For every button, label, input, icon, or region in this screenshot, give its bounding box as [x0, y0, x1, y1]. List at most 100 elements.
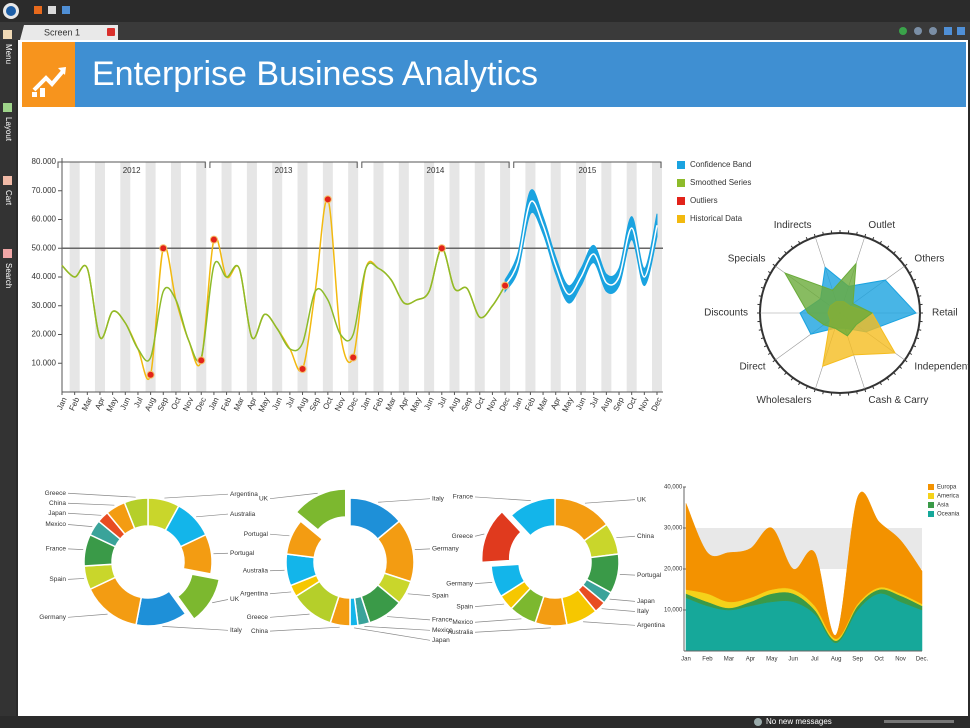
toolbar-icon[interactable] [34, 6, 42, 14]
slice-label: Spain [456, 603, 473, 610]
tab-close[interactable] [107, 28, 115, 36]
leader-line [474, 582, 493, 584]
tab[interactable] [20, 25, 118, 40]
legend-label: Smoothed Series [690, 178, 751, 187]
radar-minor-tick [886, 245, 890, 249]
leader-line [164, 493, 229, 499]
month-stripe [94, 162, 105, 392]
slice-label: Japan [48, 510, 66, 517]
leader-line [269, 492, 318, 500]
leader-line [354, 627, 431, 641]
month-stripe [525, 162, 536, 392]
sidebar-label[interactable]: Layout [4, 117, 13, 142]
header-title: Enterprise Business Analytics [92, 55, 538, 93]
radar-minor-tick [777, 366, 781, 369]
slice-label: Italy [637, 608, 650, 615]
outlier-point [323, 195, 332, 204]
slice-label: Germany [432, 546, 459, 553]
leader-line [67, 492, 136, 498]
month-stripe [652, 162, 662, 392]
slice-label: Greece [452, 533, 474, 540]
x-tick-label: Oct [874, 657, 884, 663]
toolbar-icon[interactable] [929, 27, 937, 35]
leader-line [269, 613, 310, 618]
leader-line [212, 599, 229, 604]
sidebar-icon[interactable] [3, 249, 12, 258]
legend-label: America [937, 494, 960, 500]
header-icon-bar [40, 88, 45, 97]
toolbar-icon[interactable] [62, 6, 70, 14]
legend-swatch [677, 161, 685, 169]
zoom-slider[interactable] [884, 720, 954, 723]
month-stripe [550, 162, 561, 392]
leader-line [474, 533, 485, 537]
header-bar [22, 42, 966, 107]
status-message: No new messages [766, 717, 832, 726]
radar-axis-label: Others [914, 254, 944, 265]
leader-line [601, 608, 636, 612]
radar-minor-tick [822, 391, 824, 395]
leader-line [619, 574, 636, 576]
leader-line [67, 613, 108, 618]
leader-line [474, 618, 522, 623]
legend-label: Oceania [937, 512, 960, 518]
toolbar-icon[interactable] [957, 27, 965, 35]
leader-line [616, 535, 636, 539]
x-tick-label: Jul [811, 657, 819, 663]
outlier-point [209, 235, 218, 244]
toolbar-icon[interactable] [899, 27, 907, 35]
radar-minor-tick [915, 286, 920, 289]
radar-minor-tick [772, 359, 776, 363]
radar-minor-tick [893, 250, 896, 254]
legend-swatch [928, 493, 934, 499]
sidebar-label[interactable]: Menu [4, 44, 13, 64]
leader-line [196, 513, 229, 518]
radar-minor-tick [822, 231, 824, 235]
x-tick-label: Jul [284, 396, 297, 409]
toolbar-icon[interactable] [48, 6, 56, 14]
x-tick-label: Jul [436, 396, 449, 409]
leader-line [609, 598, 636, 602]
slice-label: Portugal [637, 572, 662, 579]
leader-line [67, 524, 93, 527]
donut-slice [480, 510, 523, 564]
y-tick-label: 80.000 [32, 157, 57, 166]
radar-minor-tick [758, 295, 762, 297]
donut-slice [490, 563, 526, 598]
y-tick-label: 30,000 [664, 526, 683, 532]
sidebar-label[interactable]: Search [4, 263, 13, 288]
slice-label: Japan [432, 637, 450, 644]
y-tick-label: 70.000 [32, 186, 57, 195]
stacked-area [685, 491, 923, 639]
x-tick-label: Jan [681, 657, 691, 663]
radar-minor-tick [899, 257, 903, 260]
toolbar-icon[interactable] [944, 27, 952, 35]
slice-label: Argentina [240, 590, 268, 597]
slice-label: Germany [446, 580, 473, 587]
radar-minor-tick [790, 377, 794, 381]
radar-axis-label: Indirects [774, 220, 812, 231]
radar-minor-tick [886, 377, 890, 381]
legend-label: Outliers [690, 196, 718, 205]
month-stripe [196, 162, 207, 392]
slice-label: China [49, 500, 66, 507]
radar-minor-tick [918, 295, 922, 297]
band-center-line [504, 200, 658, 296]
slice-label: Argentina [637, 622, 665, 629]
sidebar-icon[interactable] [3, 176, 12, 185]
sidebar-icon[interactable] [3, 103, 12, 112]
sidebar [0, 40, 16, 716]
sidebar-icon[interactable] [3, 30, 12, 39]
donut-slice [285, 520, 324, 559]
leader-line [269, 533, 290, 537]
slice-label: Portugal [244, 531, 269, 538]
sidebar-label[interactable]: Cart [4, 190, 13, 206]
leader-line [474, 627, 551, 633]
radar-minor-tick [904, 359, 908, 363]
month-stripe [348, 162, 359, 392]
toolbar-icon[interactable] [914, 27, 922, 35]
outlier-point [437, 244, 446, 253]
month-stripe [246, 162, 257, 392]
y-tick-label: 40.000 [32, 272, 57, 281]
